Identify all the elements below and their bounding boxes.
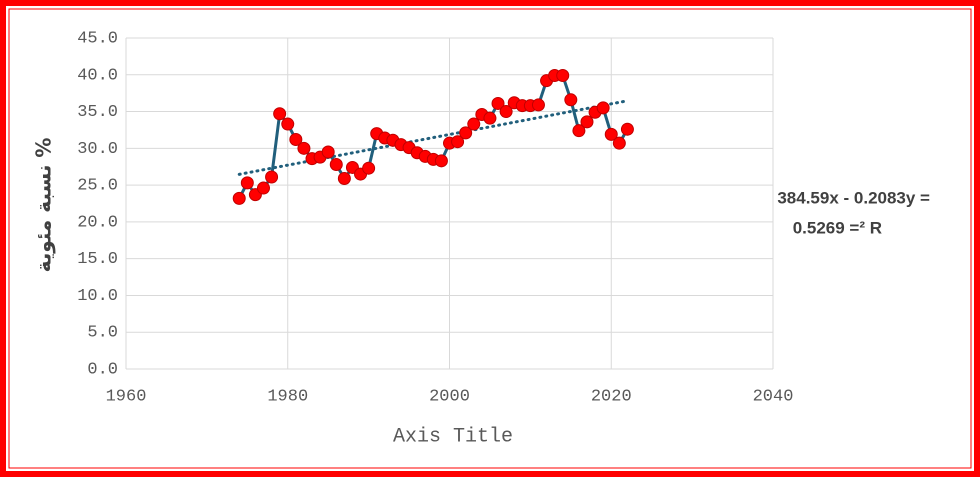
data-point [337, 171, 351, 185]
x-axis-title: Axis Title [393, 425, 513, 448]
x-tick-label: 2000 [429, 387, 470, 406]
data-point [459, 126, 473, 140]
y-tick-label: 25.0 [77, 177, 118, 196]
data-point [273, 107, 287, 121]
data-point [265, 170, 279, 184]
data-point [620, 122, 634, 136]
data-point [451, 135, 465, 149]
data-point [499, 105, 513, 119]
y-tick-label: 30.0 [77, 140, 118, 159]
grid: 0.0 5.0 10.0 15.0 20.0 25.0 30.0 35.0 40.0 45.0 19… [77, 29, 793, 406]
data-point [556, 69, 570, 83]
data-point [362, 161, 376, 175]
y-tick-label: 15.0 [77, 250, 118, 269]
data-point [604, 127, 618, 141]
data-point [289, 133, 303, 147]
inner-frame [8, 8, 972, 469]
data-point [240, 176, 254, 190]
y-tick-label: 20.0 [77, 213, 118, 232]
y-axis-title: نسبة مئوية % [32, 138, 56, 273]
y-tick-label: 10.0 [77, 287, 118, 306]
data-point [329, 158, 343, 172]
data-point [596, 101, 610, 115]
x-tick-label: 2040 [753, 387, 794, 406]
y-tick-label: 40.0 [77, 66, 118, 85]
data-point [612, 136, 626, 150]
x-tick-label: 2020 [591, 387, 632, 406]
data-point [256, 181, 270, 195]
annotation: 0.5269 =² R [793, 218, 882, 237]
x-tick-label: 1960 [106, 387, 147, 406]
data-point [321, 145, 335, 159]
data-point [434, 154, 448, 168]
data-point [491, 96, 505, 110]
y-tick-label: 35.0 [77, 103, 118, 122]
x-tick-label: 1980 [267, 387, 308, 406]
data-point [531, 98, 545, 112]
data-point [232, 191, 246, 205]
y-tick-label: 0.0 [87, 360, 118, 379]
data-point [467, 117, 481, 131]
data-point [580, 115, 594, 129]
trendline [237, 99, 629, 176]
y-tick-label: 5.0 [87, 324, 118, 343]
data-point [281, 117, 295, 131]
plot [232, 69, 634, 205]
data-point [297, 141, 311, 155]
data-point [572, 124, 586, 138]
annotation: 384.59x - 0.2083y = [777, 188, 930, 207]
y-tick-label: 45.0 [77, 29, 118, 48]
data-point [483, 111, 497, 125]
data-point [564, 93, 578, 107]
